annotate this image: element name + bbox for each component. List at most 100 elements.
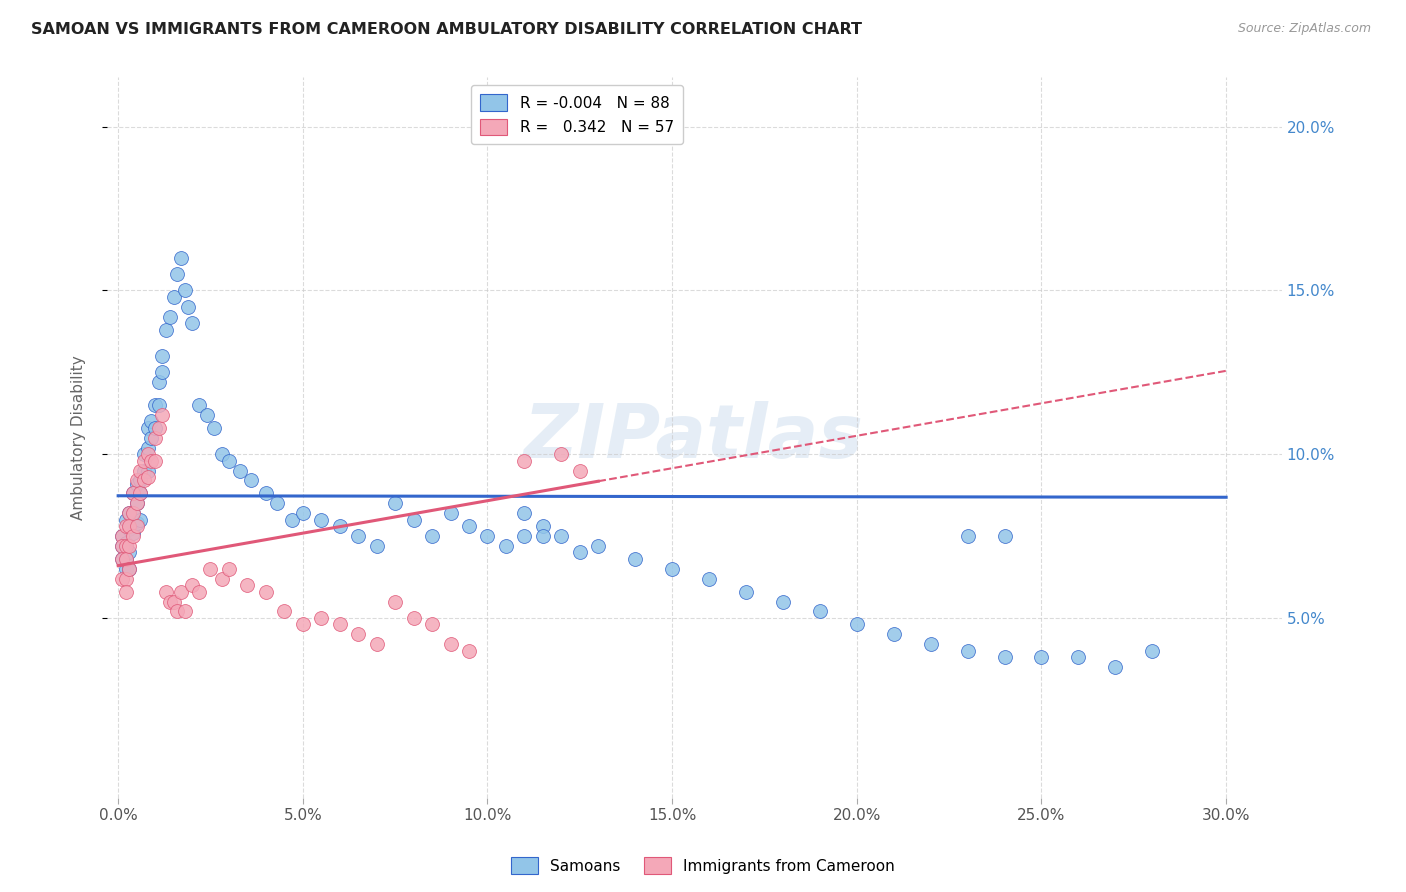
Text: Source: ZipAtlas.com: Source: ZipAtlas.com <box>1237 22 1371 36</box>
Y-axis label: Ambulatory Disability: Ambulatory Disability <box>72 355 86 520</box>
Point <box>920 637 942 651</box>
Point <box>173 284 195 298</box>
Point <box>550 529 572 543</box>
Point <box>329 617 352 632</box>
Point <box>152 365 174 379</box>
Point <box>132 453 155 467</box>
Point <box>254 486 277 500</box>
Point <box>129 486 152 500</box>
Point <box>125 516 148 530</box>
Point <box>883 627 905 641</box>
Point <box>181 316 204 330</box>
Point <box>240 473 263 487</box>
Point <box>568 545 591 559</box>
Point <box>808 604 831 618</box>
Point <box>111 552 134 566</box>
Point <box>624 120 647 134</box>
Point <box>402 513 425 527</box>
Point <box>118 506 141 520</box>
Point <box>132 447 155 461</box>
Point <box>588 539 610 553</box>
Point <box>159 310 181 324</box>
Point <box>136 470 159 484</box>
Point <box>200 562 222 576</box>
Point <box>125 496 148 510</box>
Point <box>550 447 572 461</box>
Point <box>129 463 152 477</box>
Point <box>118 562 141 576</box>
Point <box>495 539 517 553</box>
Point <box>132 463 155 477</box>
Point <box>148 398 170 412</box>
Point <box>772 594 794 608</box>
Point <box>122 525 145 540</box>
Point <box>420 617 443 632</box>
Point <box>477 529 499 543</box>
Point <box>1067 650 1090 665</box>
Point <box>118 545 141 559</box>
Point <box>384 496 406 510</box>
Point <box>122 486 145 500</box>
Point <box>129 486 152 500</box>
Point <box>218 453 240 467</box>
Point <box>111 552 134 566</box>
Point <box>122 486 145 500</box>
Point <box>311 611 333 625</box>
Point <box>111 539 134 553</box>
Point <box>1104 660 1126 674</box>
Point <box>125 473 148 487</box>
Text: SAMOAN VS IMMIGRANTS FROM CAMEROON AMBULATORY DISABILITY CORRELATION CHART: SAMOAN VS IMMIGRANTS FROM CAMEROON AMBUL… <box>31 22 862 37</box>
Point <box>118 523 141 537</box>
Point <box>311 513 333 527</box>
Point <box>166 267 188 281</box>
Point <box>956 529 979 543</box>
Point <box>384 594 406 608</box>
Point <box>211 447 233 461</box>
Point <box>125 519 148 533</box>
Point <box>170 584 193 599</box>
Point <box>181 578 204 592</box>
Point <box>173 604 195 618</box>
Point <box>229 463 252 477</box>
Text: ZIPatlas: ZIPatlas <box>524 401 865 475</box>
Legend: R = -0.004   N = 88, R =   0.342   N = 57: R = -0.004 N = 88, R = 0.342 N = 57 <box>471 85 683 145</box>
Point <box>420 529 443 543</box>
Point <box>111 572 134 586</box>
Point <box>624 552 647 566</box>
Point <box>568 463 591 477</box>
Point <box>111 539 134 553</box>
Point <box>188 398 211 412</box>
Point <box>162 290 184 304</box>
Point <box>118 519 141 533</box>
Point <box>125 476 148 491</box>
Point <box>291 506 314 520</box>
Point <box>347 627 370 641</box>
Point <box>148 375 170 389</box>
Point <box>273 604 295 618</box>
Point <box>280 513 302 527</box>
Point <box>143 431 166 445</box>
Point <box>458 643 481 657</box>
Point <box>735 584 758 599</box>
Point <box>162 594 184 608</box>
Point <box>143 421 166 435</box>
Point <box>402 611 425 625</box>
Legend: Samoans, Immigrants from Cameroon: Samoans, Immigrants from Cameroon <box>505 851 901 880</box>
Point <box>122 506 145 520</box>
Point <box>114 572 136 586</box>
Point <box>114 552 136 566</box>
Point <box>114 552 136 566</box>
Point <box>170 251 193 265</box>
Point <box>347 529 370 543</box>
Point <box>202 421 225 435</box>
Point <box>148 421 170 435</box>
Point <box>845 617 868 632</box>
Point <box>458 519 481 533</box>
Point <box>993 650 1015 665</box>
Point <box>166 604 188 618</box>
Point <box>155 584 177 599</box>
Point <box>291 617 314 632</box>
Point <box>177 300 200 314</box>
Point <box>531 529 554 543</box>
Point <box>122 506 145 520</box>
